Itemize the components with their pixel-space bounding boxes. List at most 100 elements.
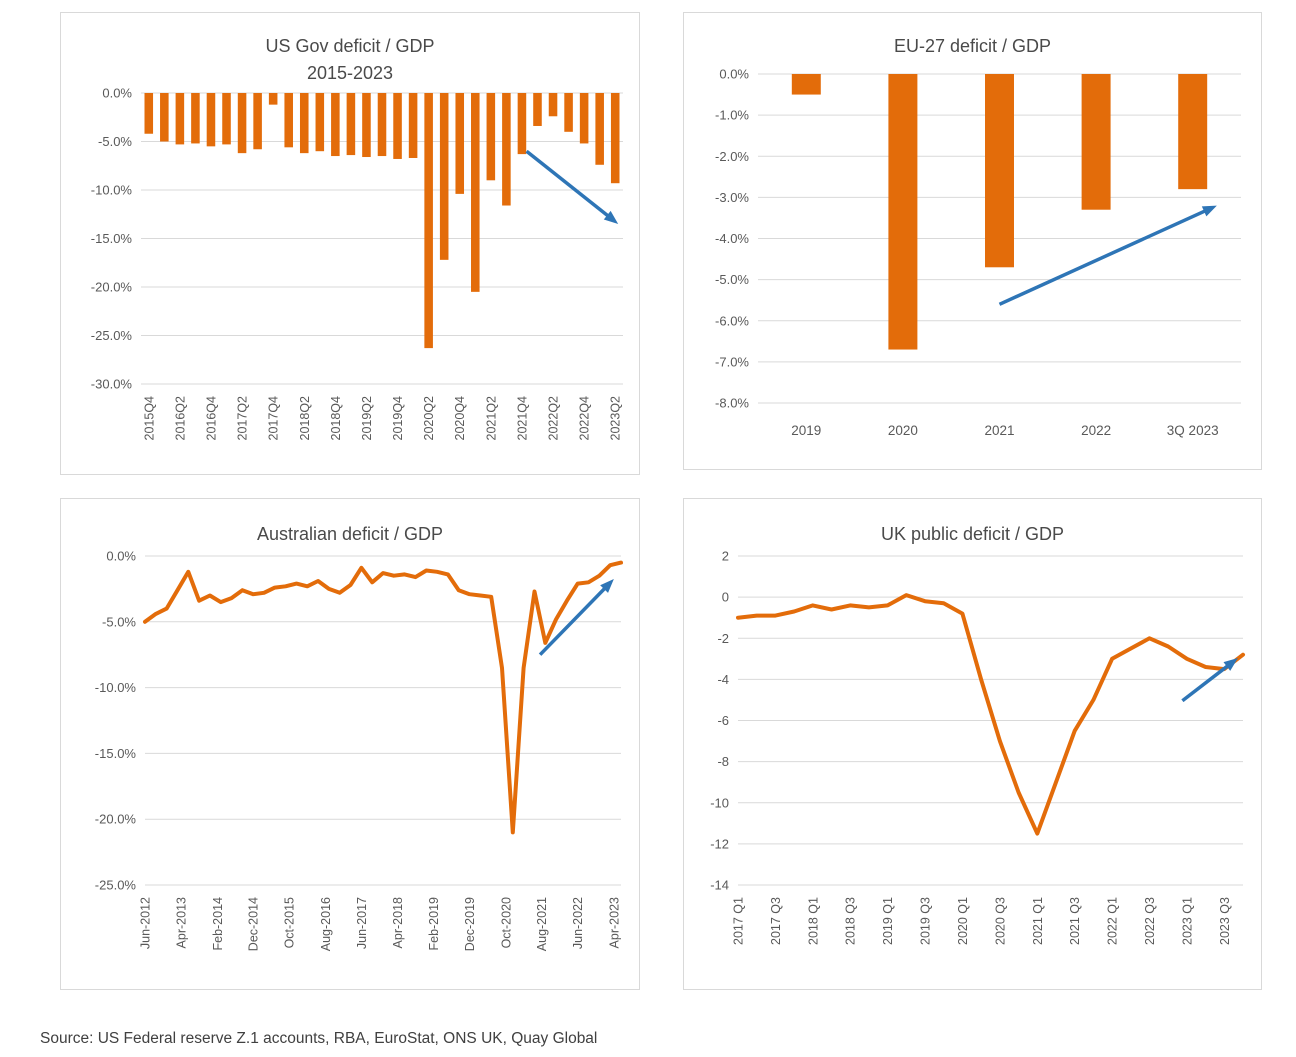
deficit-bar xyxy=(191,93,200,144)
us-chart-subtitle: 2015-2023 xyxy=(306,63,394,83)
y-tick-label: -8.0% xyxy=(715,396,749,411)
us-chart-title-line1: US Gov deficit / GDP xyxy=(265,36,435,56)
y-tick-label: -2 xyxy=(717,631,729,646)
y-tick-label: -4 xyxy=(717,672,729,687)
y-tick-label: 2 xyxy=(722,549,729,564)
x-tick-label: Dec-2019 xyxy=(463,897,477,951)
deficit-bar xyxy=(253,93,262,150)
deficit-bar xyxy=(315,93,325,152)
y-tick-label: -12 xyxy=(710,836,729,851)
deficit-bar xyxy=(377,93,387,157)
deficit-bar xyxy=(393,93,402,159)
trend-arrow-head xyxy=(603,210,619,224)
y-tick-label: -5.0% xyxy=(102,614,136,629)
y-tick-label: -30.0% xyxy=(91,377,133,392)
deficit-bar xyxy=(548,93,558,117)
x-tick-label: 2022 xyxy=(1081,423,1111,438)
y-tick-label: -15.0% xyxy=(91,231,133,246)
x-tick-label: 2017Q4 xyxy=(267,396,281,441)
deficit-bar xyxy=(206,93,216,147)
x-tick-label: Apr-2023 xyxy=(607,897,621,948)
y-tick-label: 0 xyxy=(722,590,729,605)
deficit-bar xyxy=(144,93,154,134)
y-tick-label: -6 xyxy=(717,713,729,728)
australia-deficit-line-chart: 0.0%-5.0%-10.0%-15.0%-20.0%-25.0%Jun-201… xyxy=(95,549,623,951)
x-tick-label: 2018 Q1 xyxy=(806,897,820,945)
deficit-bar xyxy=(284,93,293,148)
deficit-bar xyxy=(888,74,918,350)
x-tick-label: Oct-2015 xyxy=(283,897,297,948)
eu-deficit-chart-panel: EU-27 deficit / GDP 0.0% -1.0% -2.0% -3.0% -… xyxy=(683,12,1262,470)
x-tick-label: 2017 Q3 xyxy=(769,897,783,945)
australia-deficit-chart-panel: Australian deficit / GDP 0.0% -5.0% -10.0%… xyxy=(60,498,640,990)
x-tick-label: 2019Q4 xyxy=(391,396,405,441)
deficit-bar xyxy=(299,93,309,154)
deficit-bar xyxy=(222,93,231,145)
trend-arrow-head xyxy=(1223,657,1238,671)
deficit-bar xyxy=(160,93,169,142)
australia-chart-title-line1: Australian deficit / GDP xyxy=(256,524,444,544)
x-tick-label: 2019 Q3 xyxy=(919,897,933,945)
y-tick-label: -5.0% xyxy=(98,134,132,149)
x-tick-label: Jun-2012 xyxy=(139,897,153,949)
y-tick-label: 0.0% xyxy=(102,87,132,101)
deficit-bar xyxy=(533,93,542,126)
y-tick-label: -2.0% xyxy=(715,149,749,164)
deficit-bar xyxy=(471,93,480,292)
x-tick-label: 2023 Q1 xyxy=(1180,897,1194,945)
x-tick-label: 2020Q4 xyxy=(453,396,467,441)
x-tick-label: 2022Q4 xyxy=(578,396,592,441)
y-tick-label: -10 xyxy=(710,795,729,810)
deficit-bar xyxy=(268,93,278,105)
x-tick-label: 2019Q2 xyxy=(360,396,374,441)
x-tick-label: Feb-2014 xyxy=(211,897,225,951)
x-tick-label: 2017 Q1 xyxy=(732,897,746,945)
x-tick-label: Jun-2017 xyxy=(355,897,369,949)
eu-chart-title-line1: EU-27 deficit / GDP xyxy=(893,36,1052,56)
deficit-bar xyxy=(610,93,620,184)
x-tick-label: 2022Q2 xyxy=(547,396,561,441)
y-tick-label: -25.0% xyxy=(95,878,137,893)
x-tick-label: 2019 xyxy=(791,423,821,438)
deficit-bar xyxy=(985,74,1014,268)
deficit-bar xyxy=(424,93,433,349)
x-tick-label: Apr-2018 xyxy=(391,897,405,948)
x-tick-label: Oct-2020 xyxy=(499,897,513,948)
x-tick-label: Dec-2014 xyxy=(247,897,261,951)
x-tick-label: 2015Q4 xyxy=(142,396,156,441)
uk-deficit-chart-panel: UK public deficit / GDP 2 0 -2 -4 -6 -8 -10 -12… xyxy=(683,498,1262,990)
y-tick-label: 0.0% xyxy=(719,67,749,82)
x-tick-label: 2019 Q1 xyxy=(881,897,895,945)
y-tick-label: -10.0% xyxy=(95,680,137,695)
uk-chart-title-line1: UK public deficit / GDP xyxy=(880,524,1065,544)
x-tick-label: 2021Q4 xyxy=(515,396,529,441)
deficit-bar xyxy=(791,74,821,95)
source-note: Source: US Federal reserve Z.1 accounts,… xyxy=(40,1030,598,1047)
x-tick-label: 2020Q2 xyxy=(422,396,436,441)
x-tick-label: Apr-2013 xyxy=(175,897,189,948)
x-tick-label: 2020 Q3 xyxy=(993,897,1007,945)
deficit-bar xyxy=(486,93,496,181)
deficit-bar xyxy=(564,93,573,132)
deficit-bar xyxy=(517,93,527,155)
x-tick-label: 2023Q2 xyxy=(609,396,623,441)
x-tick-label: 2017Q2 xyxy=(236,396,250,441)
deficit-bar xyxy=(362,93,371,158)
x-tick-label: 2023 Q3 xyxy=(1218,897,1232,945)
deficit-bar xyxy=(579,93,589,144)
y-tick-label: -25.0% xyxy=(91,328,133,343)
x-tick-label: 2018Q4 xyxy=(329,396,343,441)
x-tick-label: 2021 Q1 xyxy=(1031,897,1045,945)
x-tick-label: 2020 Q1 xyxy=(956,897,970,945)
trend-arrow-shaft xyxy=(1181,663,1230,703)
us-chart-title: US Gov deficit / GDP 2015-2023 xyxy=(61,13,639,87)
deficit-bar xyxy=(175,93,185,145)
deficit-bar xyxy=(439,93,449,260)
x-tick-label: 2022 Q3 xyxy=(1143,897,1157,945)
y-tick-label: -20.0% xyxy=(95,812,137,827)
x-tick-label: Aug-2016 xyxy=(319,897,333,951)
x-tick-label: 2022 Q1 xyxy=(1106,897,1120,945)
deficit-line xyxy=(736,593,1245,836)
deficit-bar xyxy=(595,93,604,165)
